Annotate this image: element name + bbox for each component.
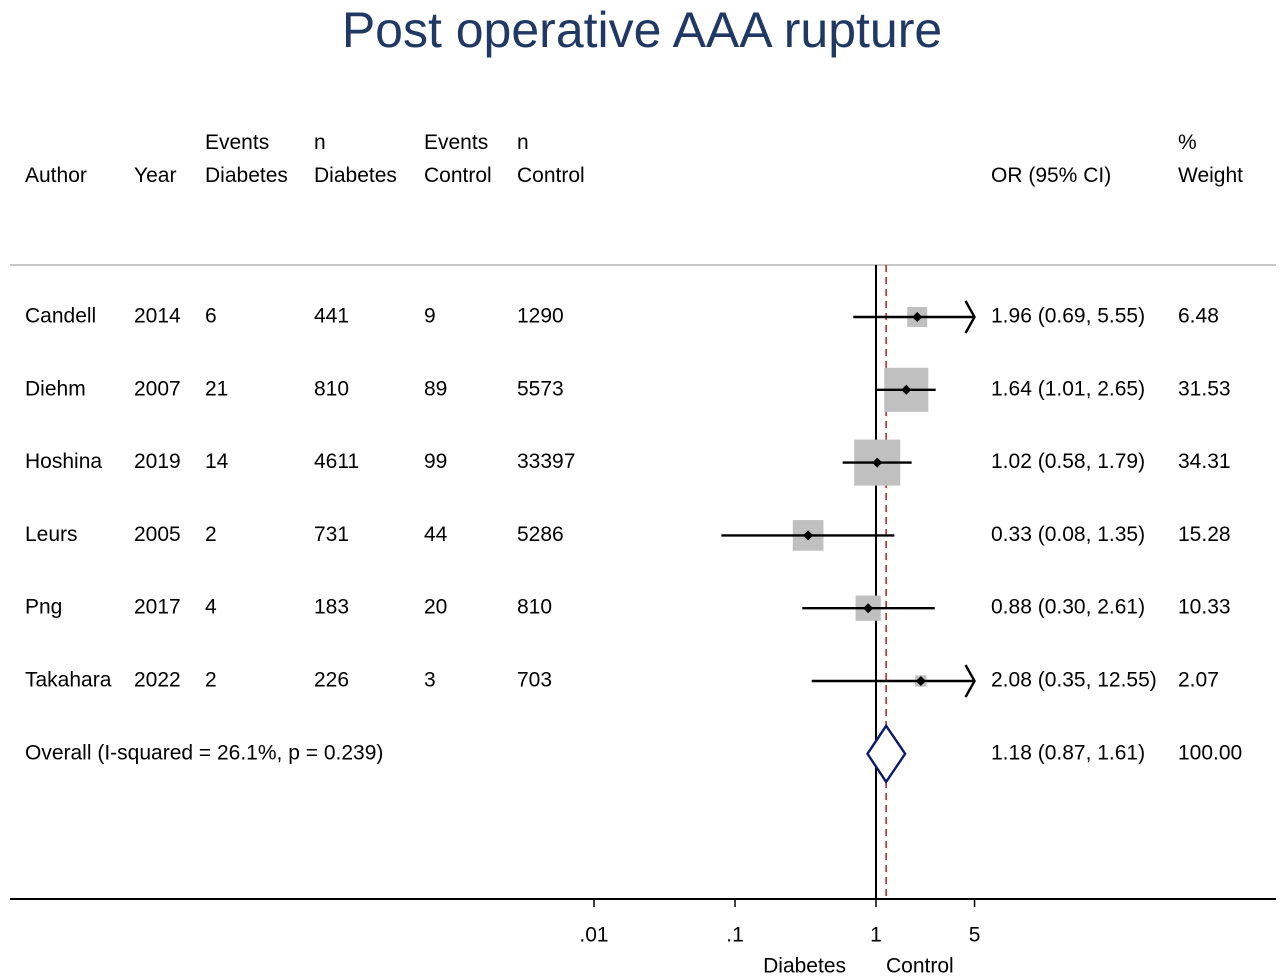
study-year: 2022 xyxy=(134,669,181,692)
overall-or-ci: 1.18 (0.87, 1.61) xyxy=(991,741,1145,764)
study-n-diabetes: 4611 xyxy=(314,450,359,473)
study-events-diabetes: 21 xyxy=(205,377,228,400)
x-axis: .01 .1 1 5 Diabetes Control xyxy=(10,898,1276,977)
x-tick-label: 1 xyxy=(870,924,882,947)
x-side-label-right: Control xyxy=(886,955,954,977)
overall-label: Overall (I-squared = 26.1%, p = 0.239) xyxy=(25,741,383,764)
overall-diamond xyxy=(866,723,907,784)
study-year: 2019 xyxy=(134,450,181,473)
study-events-control: 99 xyxy=(424,450,447,473)
study-n-diabetes: 731 xyxy=(314,523,349,546)
x-tick-label: .01 xyxy=(579,924,608,947)
overall-weight: 100.00 xyxy=(1178,741,1242,764)
forest-marks xyxy=(721,265,976,899)
header-events-diabetes-line1: Events xyxy=(205,131,269,154)
x-tick-label: .1 xyxy=(726,924,744,947)
study-rows: Candell 2014 6 441 9 1290 1.96 (0.69, 5.55) 6.4… xyxy=(25,305,1242,765)
study-events-control: 20 xyxy=(424,596,447,619)
header-weight-line1: % xyxy=(1178,131,1197,154)
study-events-control: 3 xyxy=(424,669,436,692)
study-n-diabetes: 183 xyxy=(314,596,349,619)
header-year: Year xyxy=(134,164,176,187)
header-events-diabetes-line2: Diabetes xyxy=(205,164,288,187)
study-author: Png xyxy=(25,596,62,619)
study-weight: 31.53 xyxy=(1178,377,1231,400)
header-n-diabetes-line2: Diabetes xyxy=(314,164,397,187)
header-n-control-line1: n xyxy=(517,131,529,154)
study-weight: 10.33 xyxy=(1178,596,1231,619)
study-n-control: 5573 xyxy=(517,377,564,400)
study-row: Takahara 2022 2 226 3 703 2.08 (0.35, 12.55) 2.… xyxy=(25,669,1219,692)
study-point-estimate xyxy=(803,530,814,541)
study-row: Candell 2014 6 441 9 1290 1.96 (0.69, 5.55) 6.4… xyxy=(25,305,1219,328)
study-n-diabetes: 226 xyxy=(314,669,349,692)
header-n-diabetes-line1: n xyxy=(314,131,326,154)
study-ci-arrow xyxy=(964,664,976,698)
column-headers: Author Year Events Diabetes n Diabetes E… xyxy=(25,131,1243,187)
study-events-diabetes: 4 xyxy=(205,596,217,619)
study-point-estimate xyxy=(901,384,912,395)
study-n-control: 1290 xyxy=(517,305,564,328)
study-year: 2017 xyxy=(134,596,181,619)
header-events-control-line1: Events xyxy=(424,131,488,154)
study-or-ci: 0.88 (0.30, 2.61) xyxy=(991,596,1145,619)
study-point-estimate xyxy=(863,603,874,614)
x-tick-label: 5 xyxy=(969,924,981,947)
study-author: Takahara xyxy=(25,669,112,692)
study-events-diabetes: 2 xyxy=(205,669,217,692)
study-or-ci: 1.96 (0.69, 5.55) xyxy=(991,305,1145,328)
header-weight-line2: Weight xyxy=(1178,164,1243,187)
study-year: 2014 xyxy=(134,305,181,328)
study-events-control: 89 xyxy=(424,377,447,400)
study-weight: 15.28 xyxy=(1178,523,1231,546)
study-events-control: 44 xyxy=(424,523,448,546)
study-row: Hoshina 2019 14 4611 99 33397 1.02 (0.58, 1.79… xyxy=(25,450,1231,473)
study-weight: 6.48 xyxy=(1178,305,1219,328)
study-author: Leurs xyxy=(25,523,78,546)
study-row: Leurs 2005 2 731 44 5286 0.33 (0.08, 1.35) 15.2… xyxy=(25,523,1231,546)
study-year: 2005 xyxy=(134,523,181,546)
study-author: Candell xyxy=(25,305,96,328)
overall-row: Overall (I-squared = 26.1%, p = 0.239) 1.… xyxy=(25,741,1242,764)
study-point-estimate xyxy=(872,457,883,468)
study-point-estimate xyxy=(912,312,923,322)
study-or-ci: 1.02 (0.58, 1.79) xyxy=(991,450,1145,473)
study-author: Hoshina xyxy=(25,450,102,473)
header-n-control-line2: Control xyxy=(517,164,585,187)
study-author: Diehm xyxy=(25,377,86,400)
study-n-control: 810 xyxy=(517,596,552,619)
header-events-control-line2: Control xyxy=(424,164,492,187)
study-ci-arrow xyxy=(964,300,976,334)
study-n-control: 703 xyxy=(517,669,552,692)
study-weight: 2.07 xyxy=(1178,669,1219,692)
study-or-ci: 1.64 (1.01, 2.65) xyxy=(991,377,1145,400)
study-n-diabetes: 441 xyxy=(314,305,349,328)
study-weight: 34.31 xyxy=(1178,450,1231,473)
study-events-diabetes: 2 xyxy=(205,523,217,546)
study-or-ci: 0.33 (0.08, 1.35) xyxy=(991,523,1145,546)
chart-title: Post operative AAA rupture xyxy=(342,2,942,58)
study-events-control: 9 xyxy=(424,305,436,328)
study-n-diabetes: 810 xyxy=(314,377,349,400)
header-or-ci: OR (95% CI) xyxy=(991,164,1111,187)
study-year: 2007 xyxy=(134,377,181,400)
x-side-label-left: Diabetes xyxy=(763,955,846,977)
study-n-control: 33397 xyxy=(517,450,575,473)
study-events-diabetes: 14 xyxy=(205,450,229,473)
study-row: Diehm 2007 21 810 89 5573 1.64 (1.01, 2.65) 31.… xyxy=(25,377,1231,400)
header-author: Author xyxy=(25,164,87,187)
study-row: Png 2017 4 183 20 810 0.88 (0.30, 2.61) 10.33 xyxy=(25,596,1231,619)
study-point-estimate xyxy=(915,676,926,686)
study-or-ci: 2.08 (0.35, 12.55) xyxy=(991,669,1157,692)
study-events-diabetes: 6 xyxy=(205,305,217,328)
study-n-control: 5286 xyxy=(517,523,564,546)
